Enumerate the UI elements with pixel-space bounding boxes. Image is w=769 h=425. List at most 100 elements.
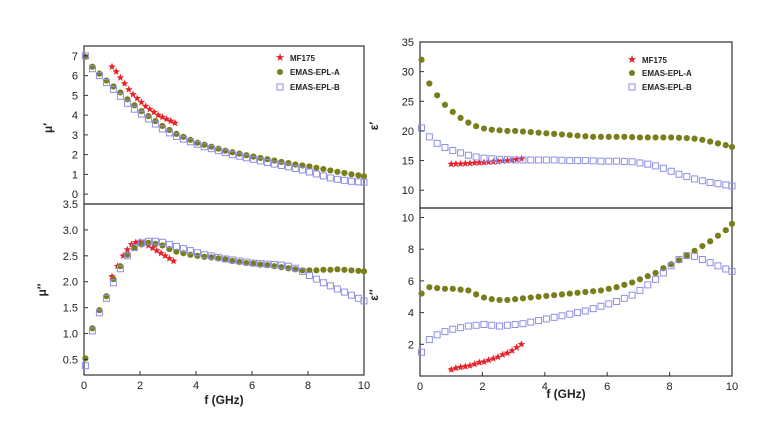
panel-3-series-1-point-26 [621,281,628,288]
panel-1-series-2-point-30 [291,264,299,272]
panel-3-series-0-point-12 [503,349,512,357]
panel-3-series-1-point-36 [699,242,706,250]
panel-2-series-1-point-9 [488,126,495,133]
panel-1-series-1-point-37 [341,266,348,273]
panel-3-series-1-point-40 [728,220,736,227]
legend-mu-item-1: EMAS-EPL-A [277,68,340,77]
panel-2-series-1-point-10 [496,127,503,134]
panel-2-ytick-label-2: 20 [402,126,414,138]
panel-3-series-2-point-34 [683,252,691,260]
panel-3-series-1-point-16 [543,292,550,300]
panel-0-series-1-point-1 [89,63,96,70]
panel-1-series-2-point-32 [305,272,313,280]
panel-1-series-1-point-14 [180,250,187,257]
panel-2-series-2-point-17 [550,156,558,164]
panel-1-series-2-point-13 [172,242,180,250]
panel-2-series-1-point-2 [434,92,441,99]
panel-1-series-0-point-0 [108,272,116,280]
panel-1-series-2-point-21 [228,256,236,264]
panel-0-series-2-point-23 [242,154,250,162]
panel-1-series-0-point-11 [157,249,165,257]
panel-3-series-2-point-40 [728,267,736,275]
panel-1-series-2-point-22 [235,257,243,265]
panel-2-series-2-point-26 [620,157,628,165]
panel-1-series-1-point-33 [313,267,320,274]
panel-0-series-2-point-33 [312,170,320,178]
panel-0-series-0-point-13 [162,115,171,123]
panel-1-series-1-point-15 [187,251,194,258]
legend-mu-item-2: EMAS-EPL-B [276,83,340,92]
panel-2-series-0-point-4 [466,159,474,167]
panel-2-series-2-point-13 [519,156,527,164]
panel-3-series-2-point-24 [605,300,613,308]
panel-3-series-2-point-23 [597,302,605,310]
panel-2-series-2-point-21 [581,157,589,165]
panel-0-series-0-point-15 [171,119,179,127]
panel-3-series-2-point-21 [581,307,589,315]
legend-eps-item-0: ★ MF175 [627,54,667,66]
legend-mu-star-marker: ★ [275,52,285,64]
panel-3-series-0-point-0 [447,365,455,373]
panel-1-series-2-point-40 [360,297,368,305]
panel-3-series-0-point-7 [480,357,488,365]
panel-1-ytick-label-5: 3.0 [63,225,78,237]
panel-2-series-1-point-3 [441,101,449,108]
panel-2-series-1-point-32 [668,134,675,141]
panel-2-series-2-point-15 [535,156,543,164]
panel-1-series-2-point-20 [221,255,229,263]
panel-1-ytick-label-2: 1.5 [63,303,78,315]
panel-3-series-2-point-16 [542,315,550,323]
panel-2-series-2-point-5 [457,149,465,157]
panel-3-series-1-point-14 [527,294,534,301]
panel-0-series-2-point-13 [172,132,180,140]
panel-3-series-2-point-31 [659,269,667,277]
panel-1-series-2-point-2 [95,309,103,317]
panel-0-series-2-point-20 [221,149,229,157]
panel-1-ytick-label-4: 2.5 [63,251,78,263]
panel-1-series-2 [81,237,368,370]
panel-3-series-0-point-1 [452,364,460,372]
panel-3-series-1 [418,220,736,304]
panel-2-series-0-point-6 [475,158,484,166]
panel-2-series-1-point-24 [605,133,612,140]
panel-0-series-1-point-19 [215,145,222,152]
panel-3-series-2-point-8 [480,320,488,328]
panel-2-series-1-point-23 [597,133,605,140]
panel-1-series-1-point-13 [173,248,180,255]
panel-0-series-1-point-6 [124,96,131,103]
panel-0-series-0-point-8 [141,102,150,110]
panel-3-series-1-point-33 [675,257,683,264]
panel-1-series-0-point-9 [148,244,157,252]
panel-2-series-1-point-34 [683,134,690,142]
panel-1-series-1-point-32 [306,267,313,274]
panel-1-xtick-label-3: 6 [249,380,255,392]
legend-eps-label-2: EMAS-EPL-B [642,83,692,92]
panel-1-series-0-point-13 [165,254,174,262]
panel-3-series-1-point-0 [418,290,425,297]
panel-0-series-2-point-36 [333,175,341,183]
legend-eps-star-marker: ★ [627,54,637,66]
panel-3-series-1-point-10 [496,296,503,304]
panel-3-series-2-point-4 [449,325,457,333]
panel-3-series-2-point-7 [472,321,480,329]
panel-3-xtick-label-4: 8 [667,381,673,393]
panel-1-series-2-point-3 [102,294,110,302]
panel-2-series-2-point-31 [659,164,667,172]
panel-0-series-2-point-17 [200,143,208,151]
mu-xlabel: f (GHz) [204,393,243,407]
panel-0-series-2-point-34 [319,172,327,180]
panel-3-series-1-point-34 [683,252,690,259]
panel-3-series-1-point-25 [613,284,620,291]
panel-1-series-2-point-31 [298,267,306,275]
panel-3-series-2-point-39 [722,265,730,273]
panel-3-series-2-point-14 [527,318,535,326]
panel-1-series-0-point-5 [132,238,140,246]
panel-3-series-2-point-36 [698,256,706,264]
panel-2-series-1-point-7 [473,123,480,130]
panel-2-series-2-point-38 [714,180,722,188]
panel-1-series-2-point-7 [130,244,138,252]
panel-2-series-2-point-1 [425,133,433,141]
panel-3-series-1-point-9 [488,296,495,303]
legend-eps-square-marker [628,83,636,91]
